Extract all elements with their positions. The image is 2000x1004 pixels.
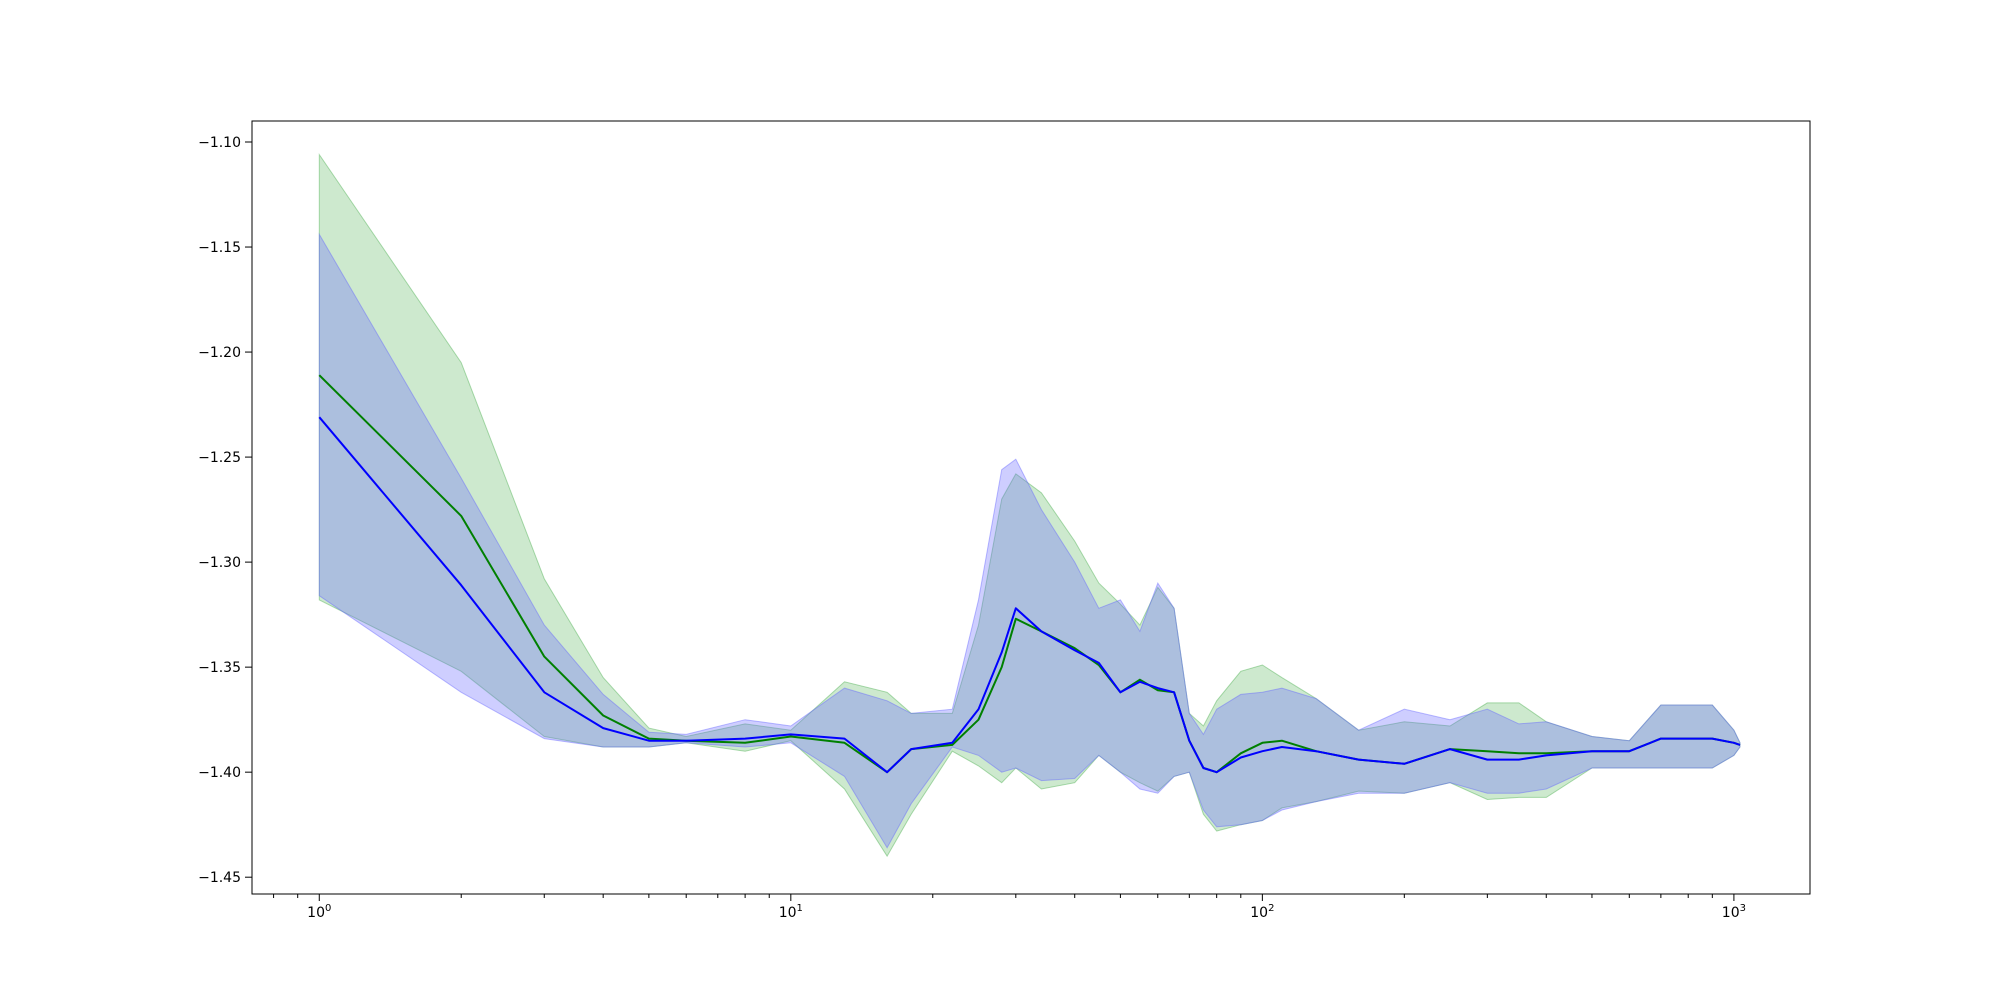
y-tick-label: −1.45 (198, 870, 241, 886)
y-tick-label: −1.15 (198, 240, 241, 256)
plot-frame (251, 120, 1811, 895)
y-tick-label: −1.30 (198, 555, 241, 571)
series-2-line (318, 416, 1741, 774)
series-2-band (318, 232, 1741, 849)
confidence-bands (318, 152, 1741, 858)
y-tick-label: −1.40 (198, 765, 241, 781)
y-tick-label: −1.25 (198, 450, 241, 466)
x-tick-label: 102 (1250, 903, 1274, 921)
x-axis: 100 101 102 103 (273, 894, 1746, 921)
x-tick-label: 103 (1722, 903, 1746, 921)
x-tick-label: 100 (307, 903, 331, 921)
y-tick-label: −1.20 (198, 345, 241, 361)
y-tick-label: −1.10 (198, 135, 241, 151)
series-1-line (318, 374, 1741, 774)
y-tick-label: −1.35 (198, 660, 241, 676)
series-lines (318, 374, 1741, 774)
x-tick-label: 101 (779, 903, 803, 921)
series-1-band (318, 152, 1741, 858)
y-axis: −1.10 −1.15 −1.20 −1.25 −1.30 −1.35 −1.40 −1.45 (198, 135, 252, 886)
